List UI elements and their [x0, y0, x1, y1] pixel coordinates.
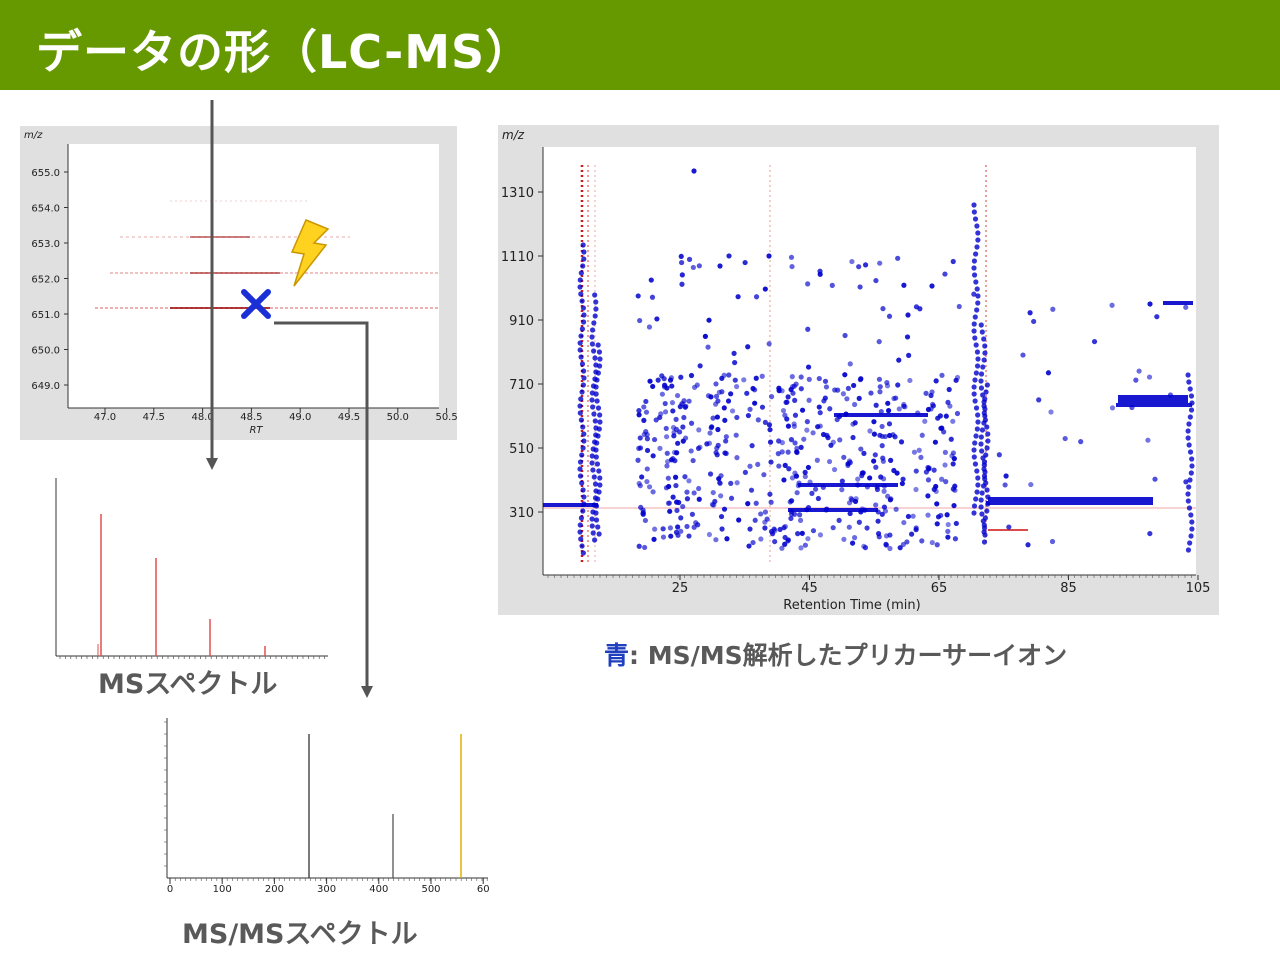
y-tick-label: 652.0: [31, 275, 60, 286]
x-tick-label: 100: [213, 884, 232, 895]
ms-spectrum: [54, 476, 330, 660]
y-tick-label: 650.0: [31, 346, 60, 357]
lc-zoom-plot: m/z 655.0654.0653.0652.0651.0650.0649.0 …: [24, 130, 458, 436]
lcms-map-plot: m/z 1310 1110 910 710 510 310 25 45 65 85 105 Ret…: [501, 128, 1211, 613]
ms-spectrum-caption: MSスペクトル: [98, 669, 278, 700]
header-bar: データの形（LC-MS）: [0, 0, 1280, 90]
lc-zoom-panel: m/z 655.0 654.0 653.0 652.0 651.0 650.0 649.0 …: [20, 126, 458, 440]
x-tick-label: 60: [477, 884, 490, 895]
x-tick-label: 50.5: [435, 412, 457, 423]
x-tick-label: 49.0: [289, 412, 311, 423]
y-tick-label: 710: [509, 378, 534, 393]
msms-spectrum-caption: MS/MSスペクトル: [182, 919, 418, 950]
msms-spectrum: 0 100 200 300 400 500 60: [164, 716, 490, 896]
y-tick-label: 651.0: [31, 310, 60, 321]
y-tick-label: 654.0: [31, 204, 60, 215]
x-axis-label: RT: [249, 425, 263, 436]
lightning-bolt-icon: [290, 219, 330, 287]
x-tick-label: 49.5: [338, 412, 360, 423]
legend-separator: :: [629, 641, 648, 670]
x-tick-label: 400: [369, 884, 388, 895]
x-tick-label: 45: [801, 581, 818, 596]
x-tick-label: 47.5: [143, 412, 165, 423]
lcms-map-panel: m/z 1310 1110 910 710 510 310 25 45 65 85 105 Ret…: [498, 125, 1219, 615]
slide-title: データの形（LC-MS）: [36, 25, 533, 79]
x-tick-label: 50.0: [387, 412, 409, 423]
x-tick-label: 300: [317, 884, 336, 895]
y-tick-label: 510: [509, 442, 534, 457]
legend-caption: 青: MS/MS解析したプリカーサーイオン: [604, 636, 1067, 672]
x-tick-label: 48.5: [240, 412, 262, 423]
x-tick-label: 25: [672, 581, 689, 596]
y-axis-label: m/z: [24, 130, 43, 141]
y-tick-label: 655.0: [31, 168, 60, 179]
x-tick-label: 500: [421, 884, 440, 895]
y-tick-label: 910: [509, 314, 534, 329]
x-axis-label: Retention Time (min): [783, 598, 920, 613]
y-tick-label: 310: [509, 506, 534, 521]
x-tick-label: 0: [167, 884, 173, 895]
x-tick-label: 48.0: [191, 412, 213, 423]
x-tick-label: 47.0: [94, 412, 116, 423]
y-tick-label: 653.0: [31, 239, 60, 250]
y-tick-label: 1310: [501, 186, 534, 201]
x-tick-label: 105: [1186, 581, 1211, 596]
y-tick-label: 1110: [501, 250, 534, 265]
x-mark-icon: [241, 289, 271, 319]
y-tick-label: 649.0: [31, 381, 60, 392]
legend-text: MS/MS解析したプリカーサーイオン: [647, 641, 1068, 670]
x-tick-label: 65: [931, 581, 948, 596]
legend-key: 青: [604, 641, 630, 670]
x-tick-label: 200: [265, 884, 284, 895]
y-axis-label: m/z: [502, 128, 525, 142]
x-tick-label: 85: [1060, 581, 1077, 596]
